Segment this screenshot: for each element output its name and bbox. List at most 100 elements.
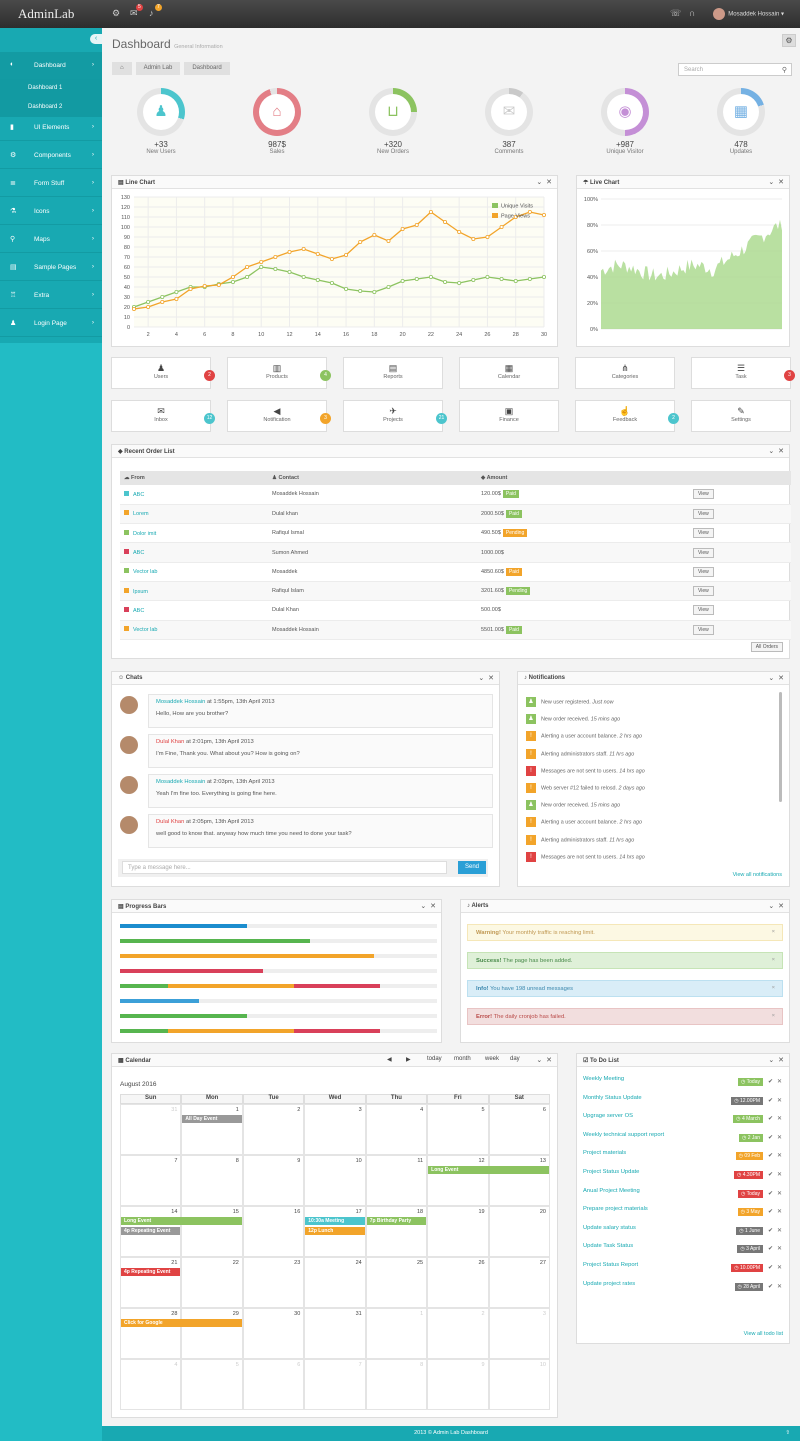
from-link[interactable]: Vector lab	[133, 627, 158, 634]
chat-message-input[interactable]: Type a message here...	[122, 861, 447, 874]
close-icon[interactable]: ✕	[776, 1246, 782, 1253]
calendar-day-cell[interactable]: 24	[304, 1257, 366, 1308]
sidebar-item-components[interactable]: ⚙ Components ›	[0, 142, 102, 169]
view-button[interactable]: View	[693, 566, 714, 577]
calendar-day-cell[interactable]: 5	[181, 1359, 243, 1410]
notification-item[interactable]: ! Alerting administrators staff. 11 hrs a…	[526, 748, 776, 766]
mail-icon[interactable]: ✉ 5	[130, 4, 143, 18]
calendar-day-cell[interactable]: 31	[120, 1104, 182, 1155]
check-icon[interactable]: ✔	[767, 1190, 773, 1197]
calendar-day-cell[interactable]: 26	[427, 1257, 489, 1308]
calendar-day-cell[interactable]: 15	[181, 1206, 243, 1257]
view-button[interactable]: View	[693, 605, 714, 616]
from-link[interactable]: Dolor imit	[133, 530, 157, 537]
breadcrumb-home[interactable]: ⌂	[112, 62, 132, 75]
calendar-day-cell[interactable]: 8	[181, 1155, 243, 1206]
panel-tools[interactable]: ⌄ ✕	[768, 1057, 784, 1064]
view-button[interactable]: View	[693, 528, 714, 539]
all-orders-button[interactable]: All Orders	[750, 642, 783, 652]
send-button[interactable]: Send	[458, 861, 486, 874]
calendar-day-cell[interactable]: 5	[427, 1104, 489, 1155]
check-icon[interactable]: ✔	[767, 1134, 773, 1141]
calendar-day-cell[interactable]: 22	[181, 1257, 243, 1308]
from-link[interactable]: ABC	[133, 550, 145, 557]
notification-item[interactable]: ! Messages are not sent to users. 14 hrs …	[526, 851, 776, 869]
todo-text[interactable]: Project Status Update	[583, 1169, 640, 1175]
calendar-event[interactable]: Long Event	[428, 1166, 549, 1174]
calendar-day-cell[interactable]: 25	[365, 1257, 428, 1308]
calendar-day-cell[interactable]: 10	[304, 1155, 366, 1206]
calendar-event[interactable]: 12p Lunch	[305, 1227, 365, 1235]
calendar-day-cell[interactable]: 12	[427, 1155, 489, 1206]
close-icon[interactable]: ×	[771, 985, 775, 991]
notification-item[interactable]: ♟ New order received. 15 mins ago	[526, 714, 776, 731]
close-icon[interactable]: ✕	[776, 1097, 782, 1104]
calendar-event[interactable]: Long Event	[121, 1217, 242, 1225]
sidebar-toggle-icon[interactable]: ‹	[90, 34, 102, 44]
check-icon[interactable]: ✔	[767, 1265, 773, 1271]
todo-text[interactable]: Project Status Report	[583, 1262, 639, 1268]
notification-item[interactable]: ♟ New user registered. Just now	[526, 697, 776, 714]
calendar-day-cell[interactable]: 9	[242, 1155, 305, 1206]
calendar-day-cell[interactable]: 8	[365, 1359, 428, 1410]
scroll-top-icon[interactable]: ⇧	[785, 1430, 790, 1436]
close-icon[interactable]: ✕	[776, 1227, 782, 1234]
check-icon[interactable]: ✔	[767, 1097, 773, 1104]
from-link[interactable]: ABC	[133, 607, 145, 614]
panel-tools[interactable]: ⌄ ✕	[768, 179, 784, 186]
todo-text[interactable]: Weekly technical support report	[583, 1131, 665, 1138]
todo-text[interactable]: Prepare project materials	[583, 1206, 648, 1213]
view-button[interactable]: View	[693, 547, 714, 558]
calendar-day-cell[interactable]: 20	[488, 1206, 550, 1257]
calendar-day-cell[interactable]: 27	[488, 1257, 550, 1308]
close-icon[interactable]: ✕	[776, 1172, 782, 1178]
notification-item[interactable]: ♟ New order received. 15 mins ago	[526, 800, 776, 817]
calendar-day-cell[interactable]: 9	[427, 1359, 489, 1410]
from-link[interactable]: ABC	[133, 491, 145, 498]
close-icon[interactable]: ✕	[776, 1190, 782, 1197]
sidebar-item-sample-pages[interactable]: ▤ Sample Pages ›	[0, 254, 102, 281]
calendar-day-cell[interactable]: 3	[488, 1308, 550, 1359]
panel-tools[interactable]: ⌄ ✕	[478, 675, 494, 682]
calendar-event[interactable]: 7p Birthday Party	[366, 1217, 427, 1225]
close-icon[interactable]: ×	[771, 957, 775, 963]
notification-item[interactable]: ! Alerting a user account balance. 2 hrs …	[526, 731, 776, 748]
notification-item[interactable]: ! Web server #12 failed to relosd. 2 days…	[526, 783, 776, 800]
from-link[interactable]: Ipsum	[133, 588, 148, 595]
view-all-todo-link[interactable]: View all todo list	[743, 1331, 783, 1337]
chat-icon[interactable]: ☏	[670, 8, 682, 18]
todo-text[interactable]: Anual Project Meeting	[583, 1187, 640, 1194]
calendar-day-cell[interactable]: 19	[427, 1206, 489, 1257]
notification-item[interactable]: ! Messages are not sent to users. 14 hrs …	[526, 765, 776, 783]
notification-item[interactable]: ! Alerting a user account balance. 2 hrs …	[526, 817, 776, 834]
headset-icon[interactable]: ∩	[689, 8, 696, 18]
calendar-day-cell[interactable]: 3	[304, 1104, 366, 1155]
check-icon[interactable]: ✔	[767, 1246, 773, 1253]
shortcut-tile-calendar[interactable]: ▦ Calendar	[459, 357, 559, 389]
shortcut-tile-projects[interactable]: ✈ Projects 21	[343, 400, 447, 432]
calendar-day-cell[interactable]: 31	[304, 1308, 366, 1359]
calendar-day-cell[interactable]: 18	[365, 1206, 428, 1257]
cal-next-icon[interactable]: ▶	[406, 1057, 411, 1063]
calendar-day-cell[interactable]: 2	[427, 1308, 489, 1359]
panel-tools[interactable]: ⌄ ✕	[420, 903, 436, 910]
todo-text[interactable]: Monthly Status Update	[583, 1094, 642, 1101]
close-icon[interactable]: ×	[771, 1013, 775, 1019]
todo-text[interactable]: Project materials	[583, 1150, 627, 1157]
close-icon[interactable]: ✕	[776, 1116, 782, 1123]
close-icon[interactable]: ✕	[776, 1209, 782, 1216]
panel-tools[interactable]: ⌄ ✕	[768, 675, 784, 682]
panel-tools[interactable]: ⌄ ✕	[536, 1057, 552, 1064]
cal-prev-icon[interactable]: ◀	[387, 1057, 392, 1063]
sidebar-item-dashboard[interactable]: ◐ Dashboard ›	[0, 52, 102, 79]
calendar-day-cell[interactable]: 10	[488, 1359, 550, 1410]
shortcut-tile-finance[interactable]: ▣ Finance	[459, 400, 559, 432]
sidebar-item-form-stuff[interactable]: ≣ Form Stuff ›	[0, 170, 102, 197]
check-icon[interactable]: ✔	[767, 1283, 773, 1290]
from-link[interactable]: Vector lab	[133, 569, 158, 576]
check-icon[interactable]: ✔	[767, 1227, 773, 1234]
shortcut-tile-feedback[interactable]: ☝ Feedback 2	[575, 400, 679, 432]
sidebar-item-maps[interactable]: ⚲ Maps ›	[0, 226, 102, 253]
shortcut-tile-settings[interactable]: ✎ Settings	[691, 400, 791, 432]
close-icon[interactable]: ✕	[776, 1134, 782, 1141]
